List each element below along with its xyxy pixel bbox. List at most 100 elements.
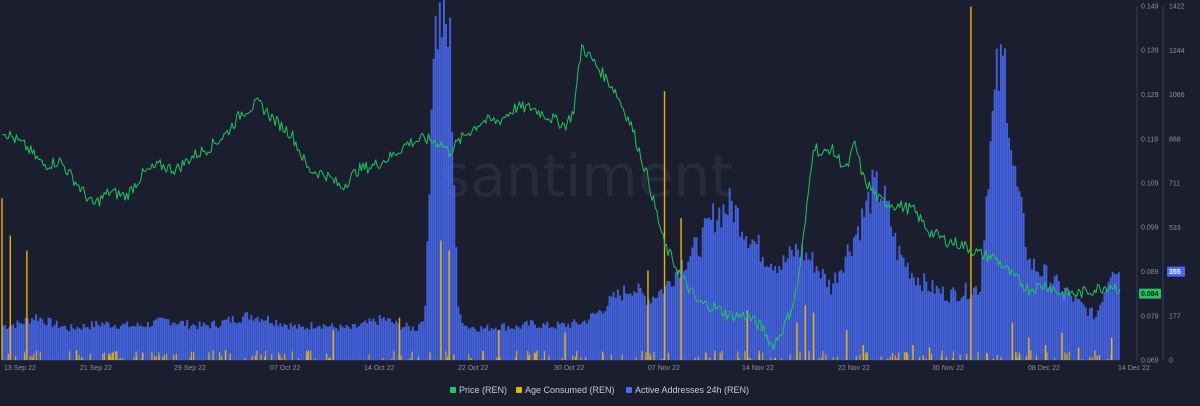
active-addresses-bar (565, 326, 567, 360)
active-addresses-bar (163, 318, 166, 360)
active-addresses-bar (343, 328, 346, 360)
active-addresses-bar (672, 285, 675, 360)
age-consumed-bar (1096, 355, 1098, 360)
active-addresses-bar (532, 320, 534, 360)
age-consumed-bar (918, 356, 921, 360)
active-addresses-bar (217, 328, 220, 360)
active-addresses-bar (840, 269, 843, 360)
active-addresses-bar (151, 325, 153, 360)
age-consumed-bar (219, 352, 221, 360)
active-addresses-bar (122, 323, 124, 360)
active-addresses-bar (770, 263, 772, 360)
active-addresses-bar (558, 324, 561, 360)
age-consumed-bar (880, 356, 882, 360)
age-consumed-bar (746, 310, 749, 360)
active-addresses-bar (86, 327, 89, 360)
active-addresses-bar (393, 323, 396, 360)
active-addresses-bar (854, 234, 857, 360)
active-addresses-bar (724, 213, 727, 360)
active-addresses-bar (517, 326, 520, 360)
active-addresses-bar (30, 318, 33, 360)
active-addresses-last-badge (1167, 266, 1185, 277)
age-consumed-bar (898, 352, 900, 360)
age-consumed-bar (770, 357, 772, 360)
active-addresses-bar (306, 327, 309, 360)
active-addresses-bar (194, 325, 197, 360)
active-addresses-bar (927, 290, 930, 360)
active-addresses-bar (834, 272, 837, 360)
age-consumed-bar (332, 357, 334, 360)
active-addresses-bar (57, 328, 60, 360)
age-consumed-bar (409, 358, 411, 360)
active-addresses-bar (144, 326, 147, 360)
age-consumed-bar (653, 351, 655, 360)
active-addresses-bar (153, 320, 155, 360)
age-consumed-bar (398, 353, 400, 360)
active-addresses-bar (970, 294, 973, 360)
active-addresses-bar (451, 131, 454, 360)
age-consumed-bar (780, 358, 782, 360)
active-addresses-bar (782, 255, 785, 360)
active-addresses-bar (643, 295, 646, 360)
age-consumed-bar (310, 350, 312, 360)
active-addresses-bar (304, 329, 307, 360)
active-addresses-bar (494, 327, 497, 360)
active-addresses-bar (1105, 287, 1108, 360)
active-addresses-bar (37, 320, 40, 360)
active-addresses-bar (890, 226, 893, 360)
y-left-tick-label: 0.109 (1141, 181, 1159, 188)
age-consumed-bar (584, 357, 587, 360)
active-addresses-bar (550, 327, 553, 360)
active-addresses-bar (923, 273, 926, 360)
age-consumed-bar (744, 351, 746, 360)
age-consumed-bar (808, 351, 810, 360)
active-addresses-bar (693, 237, 696, 360)
age-consumed-bar (1089, 356, 1091, 360)
age-consumed-bar (1046, 352, 1048, 360)
age-consumed-bar (445, 351, 447, 360)
active-addresses-bar (161, 317, 164, 360)
active-addresses-bar (138, 325, 141, 360)
active-addresses-bar (329, 325, 331, 360)
age-consumed-bar (76, 357, 78, 360)
active-addresses-bar (670, 286, 673, 360)
x-tick-label: 07 Nov 22 (648, 365, 680, 372)
age-consumed-bar (122, 357, 124, 360)
active-addresses-bar (12, 324, 15, 360)
active-addresses-bar (20, 323, 23, 360)
age-consumed-bar (891, 352, 894, 360)
age-consumed-bar (229, 353, 231, 360)
x-tick-label: 14 Nov 22 (742, 365, 774, 372)
active-addresses-bar (1010, 150, 1013, 360)
age-consumed-bar (928, 347, 931, 360)
x-tick-label: 29 Sep 22 (174, 365, 206, 372)
age-consumed-bar (1016, 357, 1019, 360)
active-addresses-bar (457, 306, 460, 360)
age-consumed-bar (166, 353, 168, 360)
active-addresses-bar (93, 327, 95, 360)
age-consumed-bar (391, 358, 393, 360)
active-addresses-bar (186, 319, 189, 360)
age-consumed-bar (1026, 355, 1028, 360)
active-addresses-bar (184, 325, 187, 360)
active-addresses-bar (815, 266, 818, 360)
active-addresses-bar (989, 141, 992, 360)
active-addresses-bar (95, 321, 98, 360)
active-addresses-bar (534, 324, 536, 360)
active-addresses-bar (395, 320, 398, 360)
active-addresses-bar (436, 49, 439, 361)
age-consumed-bar (453, 354, 455, 360)
age-consumed-bar (212, 350, 214, 360)
active-addresses-bar (414, 330, 416, 360)
active-addresses-bar (691, 247, 694, 360)
active-addresses-bar (629, 293, 632, 360)
age-consumed-bar (602, 354, 604, 360)
active-addresses-bar (894, 232, 897, 360)
active-addresses-bar (39, 317, 42, 360)
active-addresses-bar (461, 323, 464, 360)
active-addresses-bar (921, 291, 924, 360)
age-consumed-bar (7, 353, 9, 360)
active-addresses-bar (821, 268, 824, 360)
active-addresses-bar (264, 320, 267, 360)
